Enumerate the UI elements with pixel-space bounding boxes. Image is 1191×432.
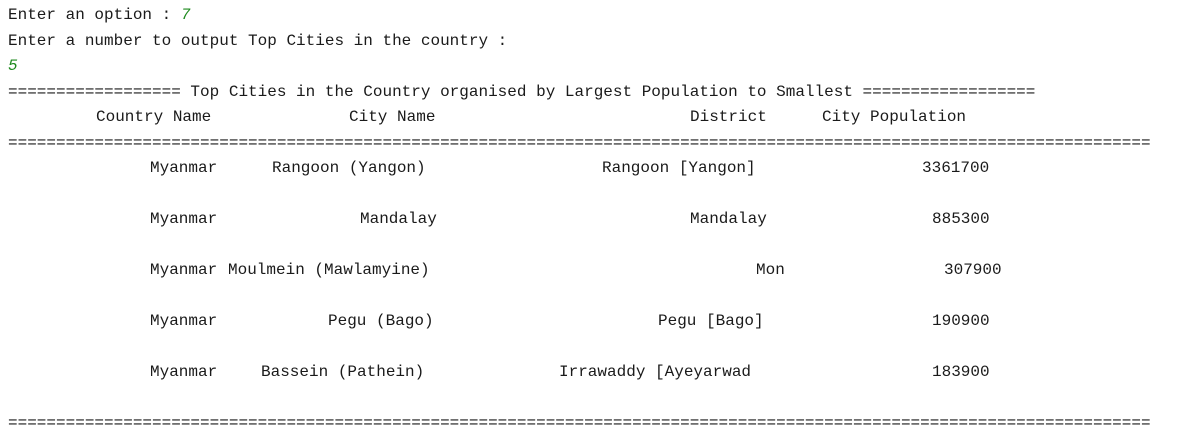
header-population: City Population [822,108,967,126]
option-prompt-line: Enter an option : 7 [8,6,190,24]
row-district: Mandalay [690,210,767,228]
footer-separator: ========================================… [8,414,1151,432]
option-prompt: Enter an option : [8,6,181,24]
row-country: Myanmar [150,363,218,381]
row-population: 885300 [932,210,990,228]
number-input-value: 5 [8,57,18,75]
header-country: Country Name [96,108,212,126]
header-city: City Name [349,108,436,126]
row-district: Mon [756,261,785,279]
number-prompt: Enter a number to output Top Cities in t… [8,32,508,50]
row-district: Irrawaddy [Ayeyarwad [559,363,752,381]
row-population: 190900 [932,312,990,330]
row-country: Myanmar [150,210,218,228]
row-country: Myanmar [150,261,218,279]
row-population: 3361700 [922,159,990,177]
row-district: Pegu [Bago] [658,312,764,330]
row-city: Mandalay [360,210,437,228]
row-population: 183900 [932,363,990,381]
row-district: Rangoon [Yangon] [602,159,756,177]
option-input-value: 7 [180,6,191,24]
header-separator: ========================================… [8,134,1151,152]
row-country: Myanmar [150,159,218,177]
row-population: 307900 [944,261,1002,279]
row-city: Moulmein (Mawlamyine) [228,261,430,279]
row-country: Myanmar [150,312,218,330]
row-city: Pegu (Bago) [328,312,434,330]
header-district: District [690,108,767,126]
row-city: Rangoon (Yangon) [272,159,426,177]
row-city: Bassein (Pathein) [261,363,425,381]
table-title: ================== Top Cities in the Cou… [8,83,1036,101]
